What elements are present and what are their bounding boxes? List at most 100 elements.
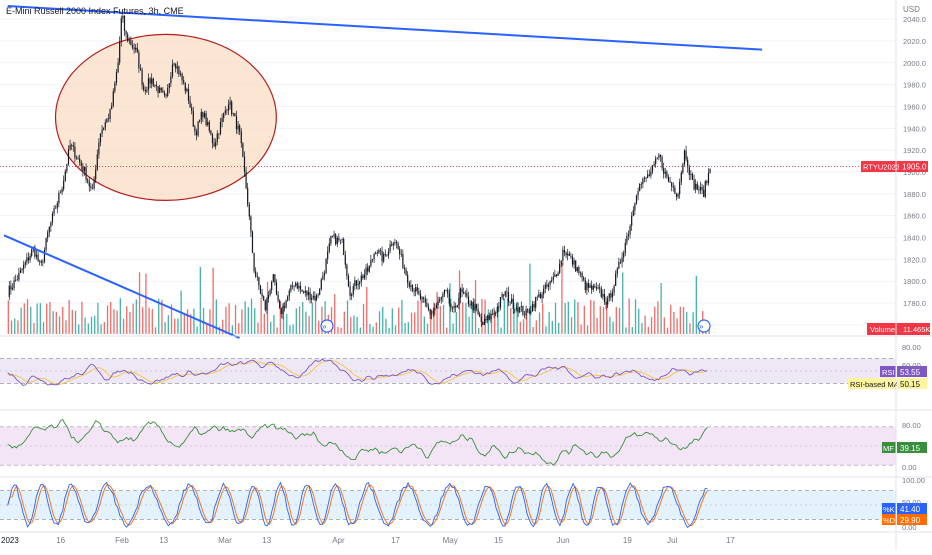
candle-body <box>48 226 50 233</box>
volume-bar <box>282 302 285 334</box>
candle-body <box>544 284 546 289</box>
price-tick: 2040.0 <box>903 15 926 24</box>
candle-body <box>323 273 326 276</box>
candle-body <box>154 85 156 86</box>
volume-bar <box>468 316 470 334</box>
candle-body <box>101 129 103 134</box>
candle-body <box>459 288 462 298</box>
goto-icon[interactable]: » <box>697 319 711 333</box>
candle-body <box>43 249 46 262</box>
volume-bar <box>129 311 131 334</box>
svg-text:»: » <box>322 322 327 331</box>
candle-body <box>445 290 447 291</box>
volume-bar <box>311 302 313 334</box>
volume-bar <box>622 272 624 334</box>
volume-bar <box>138 272 141 334</box>
candle-body <box>64 171 66 181</box>
candle-body <box>488 315 490 320</box>
volume-bar <box>346 300 349 334</box>
candle-body <box>235 116 238 130</box>
candle-body <box>575 260 577 272</box>
candle-body <box>261 293 263 297</box>
candle-body <box>271 281 273 291</box>
candle-body <box>87 179 89 182</box>
candles[interactable] <box>8 12 711 327</box>
time-tick: May <box>443 536 458 545</box>
candle-body <box>551 279 553 281</box>
candle-body <box>523 314 526 316</box>
candle-body <box>669 181 671 183</box>
price-axis[interactable]: 2040.0 2020.0 2000.0 1980.0 1960.0 1940.0 1920… <box>903 15 926 330</box>
candle-body <box>165 95 167 97</box>
candle-body <box>311 297 313 300</box>
candle-body <box>160 87 162 91</box>
currency-label: USD <box>903 5 920 14</box>
candle-body <box>219 122 222 134</box>
candle-body <box>197 121 199 136</box>
candle-body <box>39 260 41 262</box>
volume-bar <box>458 270 461 334</box>
candle-body <box>55 208 57 209</box>
candle-body <box>507 291 510 302</box>
volume-bar <box>612 321 614 334</box>
candle-body <box>317 294 319 296</box>
goto-icon[interactable]: » <box>320 319 334 333</box>
candle-body <box>667 176 670 182</box>
candle-body <box>661 156 663 168</box>
volume-bar <box>513 302 515 334</box>
candle-body <box>469 304 471 306</box>
candle-body <box>315 295 318 300</box>
highlight-ellipse <box>54 33 277 201</box>
candle-body <box>367 267 369 272</box>
candle-body <box>416 287 418 292</box>
rsi-ma-line <box>7 360 708 385</box>
volume-bar <box>625 327 627 334</box>
highlight-ellipse-group[interactable] <box>54 33 277 201</box>
candle-body <box>677 194 679 197</box>
volume-bar <box>369 323 371 334</box>
candle-body <box>159 87 161 93</box>
candle-body <box>391 244 393 246</box>
candle-body <box>597 287 599 289</box>
volume-bar <box>356 316 358 334</box>
volume-bar <box>375 322 377 334</box>
candle-body <box>629 225 631 235</box>
volume-bar <box>52 311 54 334</box>
candle-body <box>187 88 190 101</box>
candle-body <box>343 238 345 256</box>
candle-body <box>354 280 356 287</box>
candle-body <box>439 299 441 302</box>
volume-bar <box>398 307 400 334</box>
trendline-upper <box>7 5 763 51</box>
candle-body <box>79 158 81 163</box>
candle-body <box>304 290 306 293</box>
volume-bar <box>449 283 451 334</box>
last-price-text: 1905.0 <box>902 163 927 172</box>
candle-body <box>475 304 478 309</box>
volume-bar <box>81 301 83 334</box>
candle-body <box>272 274 274 282</box>
candle-body <box>112 91 114 106</box>
candle-body <box>447 290 449 294</box>
candle-body <box>600 288 602 297</box>
rsi-ma-value-badge <box>897 378 927 389</box>
d-label-badge <box>882 514 896 525</box>
candle-body <box>515 307 518 309</box>
volume-value-badge <box>902 323 930 335</box>
candle-body <box>499 297 502 308</box>
price-tick: 2020.0 <box>903 37 926 46</box>
volume-bar <box>154 327 157 334</box>
candle-body <box>693 179 695 190</box>
candle-body <box>229 101 231 105</box>
time-tick: Jul <box>667 536 677 545</box>
indicator-panels[interactable] <box>0 335 932 528</box>
candle-body <box>224 110 226 114</box>
candle-body <box>440 297 442 300</box>
trendlines[interactable] <box>3 5 763 339</box>
candle-body <box>256 276 258 278</box>
candle-body <box>211 134 214 144</box>
mf-line <box>7 418 708 466</box>
volume-bar <box>106 305 109 334</box>
